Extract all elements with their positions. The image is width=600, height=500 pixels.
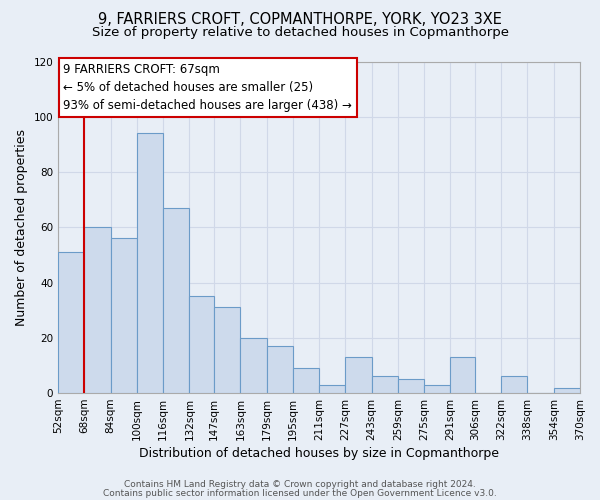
Y-axis label: Number of detached properties: Number of detached properties (15, 129, 28, 326)
Bar (319, 385, 346, 393)
Bar (371, 376, 398, 393)
Bar (214, 308, 241, 393)
Bar (266, 346, 293, 393)
Text: 9, FARRIERS CROFT, COPMANTHORPE, YORK, YO23 3XE: 9, FARRIERS CROFT, COPMANTHORPE, YORK, Y… (98, 12, 502, 28)
Bar (346, 357, 371, 393)
Bar (398, 380, 424, 393)
Bar (85, 228, 110, 393)
Bar (137, 134, 163, 393)
Bar (241, 338, 266, 393)
Bar (424, 385, 451, 393)
Bar (110, 238, 137, 393)
Bar (163, 208, 190, 393)
Text: Size of property relative to detached houses in Copmanthorpe: Size of property relative to detached ho… (91, 26, 509, 39)
Text: Contains public sector information licensed under the Open Government Licence v3: Contains public sector information licen… (103, 488, 497, 498)
Text: Contains HM Land Registry data © Crown copyright and database right 2024.: Contains HM Land Registry data © Crown c… (124, 480, 476, 489)
Bar (190, 296, 214, 393)
Bar (501, 376, 527, 393)
Bar (58, 252, 85, 393)
X-axis label: Distribution of detached houses by size in Copmanthorpe: Distribution of detached houses by size … (139, 447, 499, 460)
Text: 9 FARRIERS CROFT: 67sqm
← 5% of detached houses are smaller (25)
93% of semi-det: 9 FARRIERS CROFT: 67sqm ← 5% of detached… (64, 63, 352, 112)
Bar (554, 388, 580, 393)
Bar (293, 368, 319, 393)
Bar (451, 357, 475, 393)
